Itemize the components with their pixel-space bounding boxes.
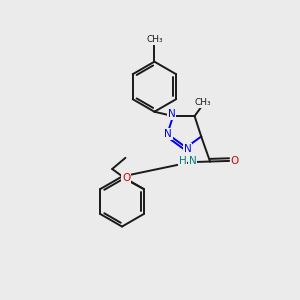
Text: N: N [184, 144, 191, 154]
Text: H: H [179, 156, 187, 166]
Text: CH₃: CH₃ [146, 35, 163, 44]
Text: O: O [122, 173, 130, 183]
Text: N: N [168, 109, 176, 119]
Text: N: N [164, 129, 172, 139]
Text: O: O [230, 156, 238, 166]
Text: N: N [188, 156, 196, 166]
Text: CH₃: CH₃ [194, 98, 211, 107]
